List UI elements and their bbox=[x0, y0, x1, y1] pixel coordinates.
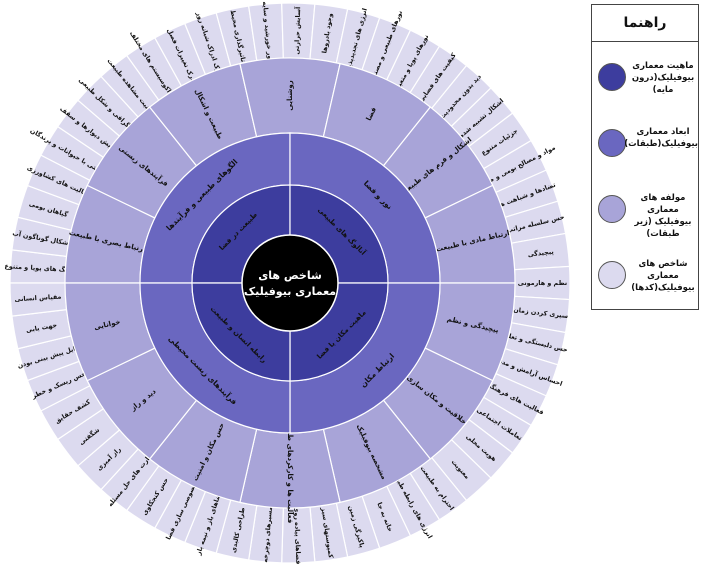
legend-item-essence: ماهیت معماری بیوفیلیک(درون مایه) bbox=[592, 57, 698, 97]
indicator-label: فضاهای پیاده روی bbox=[293, 506, 303, 564]
legend-box: راهنما ماهیت معماری بیوفیلیک(درون مایه) … bbox=[591, 4, 699, 310]
legend-swatch-indicators bbox=[598, 261, 626, 289]
center-layer: شاخص های معماری بیوفیلیک bbox=[241, 234, 339, 332]
legend-label-components: مولفه های معماری بیوفیلیک (زیر طبقات) bbox=[634, 193, 692, 239]
indicator-label: مقیاس انسانی bbox=[14, 293, 61, 304]
legend-label-indicators: شاخص های معماری بیوفیلیک(کدها) bbox=[631, 259, 695, 293]
legend-item-dimensions: ابعاد معماری بیوفیلیک(طبقات) bbox=[592, 123, 698, 163]
center-title-line2: معماری بیوفیلیک bbox=[244, 285, 336, 298]
indicator-label: نظم و هارمونی bbox=[518, 279, 567, 287]
component-label: فعالیت ها و کارکردهای طبیعی bbox=[286, 418, 294, 524]
indicator-label: رنگ های پویا و متنوع bbox=[4, 262, 72, 274]
component-label: روشنایی bbox=[286, 80, 294, 110]
center-title-line1: شاخص های bbox=[258, 269, 322, 282]
legend-swatch-essence bbox=[598, 63, 626, 91]
legend-swatch-dimensions bbox=[598, 129, 626, 157]
ring2-layer: الگوهای طبیعی و فرآیندها نور و فضاارتباط … bbox=[139, 132, 441, 434]
legend-label-essence: ماهیت معماری بیوفیلیک(درون مایه) bbox=[631, 61, 695, 95]
legend-swatch-components bbox=[598, 195, 626, 223]
legend-item-indicators: شاخص های معماری بیوفیلیک(کدها) bbox=[592, 255, 698, 295]
indicator-label: آسایش حرارتی bbox=[292, 6, 302, 55]
center-disc bbox=[241, 234, 339, 332]
legend-label-dimensions: ابعاد معماری بیوفیلیک(طبقات) bbox=[624, 127, 698, 149]
legend-title: راهنما bbox=[592, 5, 698, 42]
indicator-label: پیچیدگی bbox=[527, 248, 554, 259]
legend-item-components: مولفه های معماری بیوفیلیک (زیر طبقات) bbox=[592, 189, 698, 239]
